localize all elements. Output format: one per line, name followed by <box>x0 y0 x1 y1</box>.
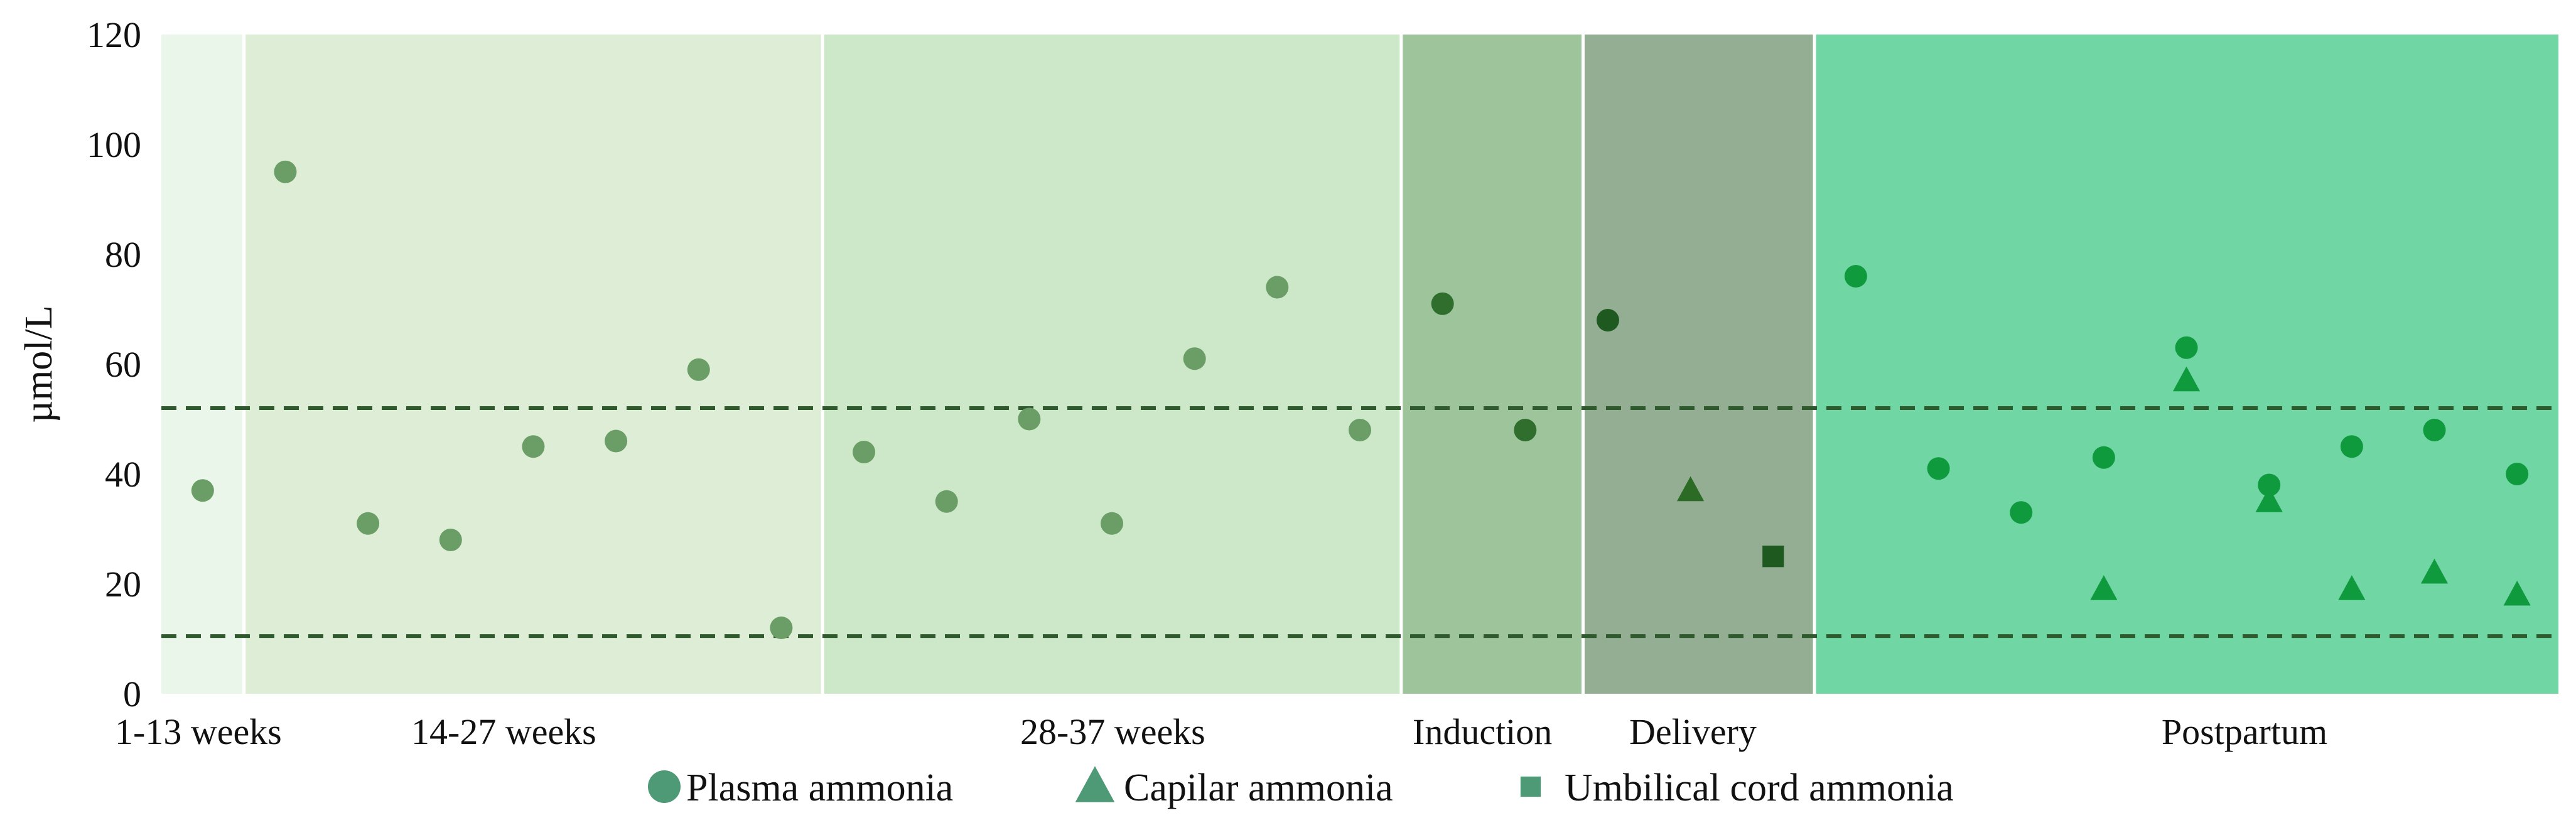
plasma-ammonia-point <box>687 358 710 381</box>
phase-band-4 <box>1583 35 1815 694</box>
capilar-ammonia-point <box>2255 487 2283 512</box>
plasma-ammonia-point <box>357 512 380 535</box>
capilar-ammonia-point <box>1677 476 1705 502</box>
capilar-ammonia-point <box>2090 575 2118 600</box>
y-axis-label: µmol/L <box>18 305 60 423</box>
plasma-ammonia-point <box>1431 292 1454 315</box>
plasma-ammonia-point <box>1596 309 1619 331</box>
y-tick-label: 120 <box>87 14 141 55</box>
phase-label: Delivery <box>1629 711 1757 752</box>
y-tick-label: 60 <box>105 344 141 385</box>
plasma-ammonia-point <box>274 160 297 183</box>
y-tick-label: 0 <box>123 674 141 714</box>
plasma-ammonia-point <box>1514 419 1537 441</box>
phase-label: 28-37 weeks <box>1020 711 1205 752</box>
y-tick-label: 40 <box>105 454 141 495</box>
plasma-ammonia-point <box>1844 265 1867 288</box>
capilar-ammonia-point <box>2503 580 2531 606</box>
plasma-ammonia-point <box>1018 407 1041 431</box>
legend-label: Plasma ammonia <box>686 767 953 809</box>
legend-label: Capilar ammonia <box>1124 767 1393 809</box>
phase-separators <box>242 35 1816 694</box>
data-marks <box>191 160 2531 639</box>
plasma-ammonia-point <box>2092 446 2115 469</box>
phase-band-2 <box>822 35 1401 694</box>
capilar-ammonia-point <box>2420 558 2449 584</box>
plasma-ammonia-point <box>935 490 958 513</box>
phase-band-5 <box>1814 35 2558 694</box>
phase-label: 1-13 weeks <box>115 711 282 752</box>
phase-label: Induction <box>1413 711 1552 752</box>
y-tick-label: 100 <box>87 124 141 165</box>
plasma-ammonia-point <box>605 429 628 453</box>
plasma-ammonia-point <box>1349 419 1371 441</box>
plasma-ammonia-point <box>2423 419 2446 441</box>
plasma-ammonia-point <box>2506 463 2529 485</box>
legend-label: Umbilical cord ammonia <box>1565 767 1954 809</box>
legend-marker-icon <box>1520 776 1541 797</box>
plasma-ammonia-point <box>2258 473 2281 497</box>
phase-band-1 <box>244 35 823 694</box>
y-tick-label: 20 <box>105 564 141 605</box>
plasma-ammonia-point <box>2340 435 2363 458</box>
plasma-ammonia-point <box>1183 347 1206 370</box>
plasma-ammonia-point <box>770 617 793 639</box>
capilar-ammonia-point <box>2172 366 2201 392</box>
legend: Plasma ammonia Capilar ammonia Umbilical c… <box>648 766 1954 809</box>
plasma-ammonia-point <box>191 479 214 502</box>
plasma-ammonia-point <box>1927 457 1950 480</box>
phase-bands <box>161 35 2558 694</box>
phase-band-3 <box>1401 35 1583 694</box>
plasma-ammonia-point <box>853 441 876 463</box>
plasma-ammonia-point <box>2010 501 2033 524</box>
legend-marker-icon <box>648 770 681 803</box>
legend-item: Capilar ammonia <box>1075 766 1393 809</box>
plasma-ammonia-point <box>1101 512 1124 535</box>
legend-item: Plasma ammonia <box>648 767 953 809</box>
y-tick-label: 80 <box>105 234 141 275</box>
legend-item: Umbilical cord ammonia <box>1520 767 1954 809</box>
plasma-ammonia-point <box>2175 336 2198 359</box>
y-axis: 0 20 40 60 80 100 120 µmol/L <box>18 14 141 714</box>
plasma-ammonia-point <box>1266 276 1289 299</box>
reference-lines <box>161 406 2558 638</box>
plasma-ammonia-point <box>522 435 545 458</box>
phase-label: 14-27 weeks <box>411 711 596 752</box>
umbilical-cord-ammonia-point <box>1762 546 1784 568</box>
capilar-ammonia-point <box>2338 575 2366 600</box>
phase-label: Postpartum <box>2162 711 2327 752</box>
phase-band-0 <box>161 35 244 694</box>
phase-labels: 1-13 weeks 14-27 weeks 28-37 weeks Inductio… <box>115 711 2327 752</box>
plasma-ammonia-point <box>439 529 462 551</box>
legend-marker-icon <box>1075 766 1115 802</box>
